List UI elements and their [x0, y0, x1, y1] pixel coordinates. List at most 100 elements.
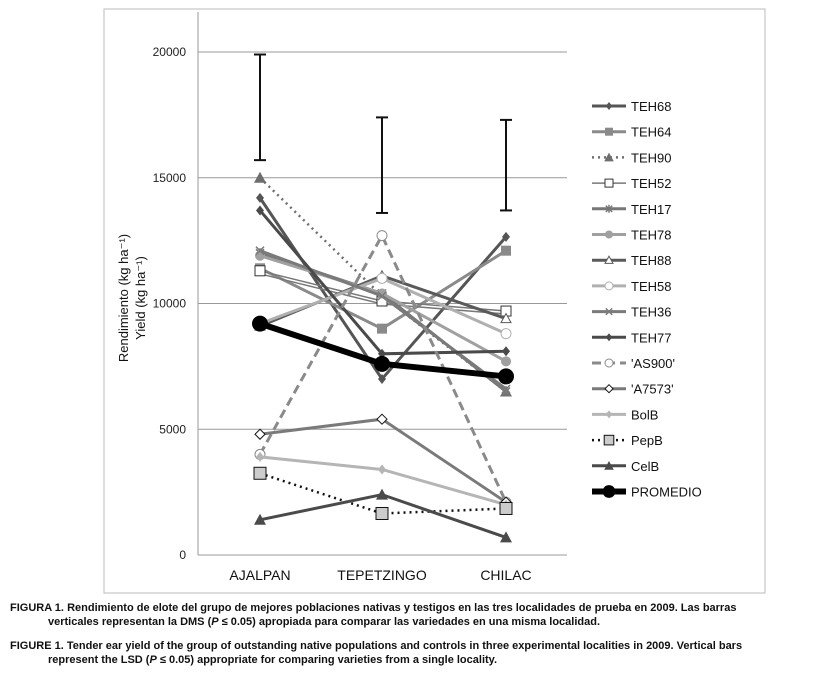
caption-es-text-b: verticales representan la DMS (: [48, 616, 212, 628]
triangle-marker: [254, 513, 266, 525]
legend-item: TEH58: [592, 279, 671, 294]
open-triangle-marker: [500, 312, 512, 324]
open-circle-marker: [376, 230, 388, 242]
legend-item: 'AS900': [592, 356, 675, 371]
caption-en-label: FIGURE 1.: [10, 640, 64, 652]
legend-item: TEH78: [592, 228, 671, 243]
legend-item: TEH36: [592, 305, 671, 320]
x-tick-label: CHILAC: [480, 567, 531, 583]
x-marker: [377, 291, 387, 301]
series-teh36: [255, 246, 511, 394]
caption-en-text-c: ≤ 0.05) appropriate for comparing variet…: [156, 654, 498, 666]
legend-item: PepB: [592, 433, 663, 448]
square-marker: [605, 127, 613, 136]
grey-square-marker: [375, 507, 389, 521]
legend-item: 'A7573': [592, 382, 674, 397]
triangle-marker: [604, 461, 614, 470]
x-marker: [255, 246, 265, 256]
legend-label: TEH58: [631, 279, 671, 294]
legend-label: TEH68: [631, 99, 671, 114]
legend-item: TEH68: [592, 99, 671, 114]
legend-label: TEH78: [631, 228, 671, 243]
open-triangle-marker: [604, 255, 614, 264]
open-circle-marker: [604, 281, 614, 291]
triangle-marker: [254, 171, 266, 183]
x-marker: [501, 384, 511, 394]
legend-label: TEH52: [631, 176, 671, 191]
legend-label: PepB: [631, 433, 663, 448]
legend-item: CelB: [592, 459, 659, 474]
open-square-marker: [254, 265, 266, 277]
diamond-marker: [256, 451, 264, 462]
legend-item: TEH17: [592, 202, 671, 217]
open-diamond-marker: [254, 428, 266, 440]
big-circle-marker: [374, 355, 390, 372]
series-celb: [254, 488, 512, 543]
caption-es: FIGURA 1. Rendimiento de elote del grupo…: [10, 601, 820, 629]
legend-label: 'AS900': [631, 356, 675, 371]
yield-line-chart: 0 5000 10000 15000 20000 AJALPAN TEPETZINGO CHI…: [103, 8, 766, 594]
caption-es-label: FIGURA 1.: [10, 602, 64, 614]
legend-label: TEH88: [631, 253, 671, 268]
square-marker: [501, 245, 511, 256]
series-pepb: [253, 466, 513, 521]
big-circle-marker: [602, 485, 616, 498]
caption-en: FIGURE 1. Tender ear yield of the group …: [10, 639, 820, 667]
triangle-marker: [500, 531, 512, 543]
grey-square-marker: [499, 501, 513, 515]
legend-label: TEH17: [631, 202, 671, 217]
x-tick-label: TEPETZINGO: [337, 567, 427, 583]
diamond-marker: [502, 231, 510, 242]
legend-label: TEH64: [631, 125, 671, 140]
caption-es-text-a: Rendimiento de elote del grupo de mejore…: [67, 602, 737, 614]
caption-es-p: P: [211, 616, 219, 628]
diamond-marker: [502, 346, 510, 357]
x-marker: [605, 307, 613, 316]
legend-item: TEH77: [592, 330, 671, 345]
open-square-marker: [604, 178, 614, 188]
diamond-marker: [605, 333, 613, 342]
diamond-marker: [378, 464, 386, 475]
open-circle-marker: [376, 272, 388, 284]
lsd-bar: [376, 116, 388, 214]
y-axis-label-es: Rendimiento (kg ha⁻¹): [116, 234, 131, 362]
lsd-bar: [254, 53, 266, 162]
legend-label: 'A7573': [631, 382, 674, 397]
open-diamond-marker: [376, 413, 388, 425]
y-axis-label-en: Yield (kg ha⁻¹): [133, 256, 148, 340]
series-teh52: [254, 265, 512, 317]
y-tick-label: 15000: [153, 171, 187, 185]
y-tick-label: 20000: [153, 45, 187, 59]
circle-marker: [501, 356, 511, 367]
open-circle-marker: [604, 358, 614, 368]
legend-label: PROMEDIO: [631, 485, 702, 500]
open-diamond-marker: [604, 383, 614, 394]
y-tick-label: 0: [179, 548, 186, 562]
caption-en-p: P: [149, 654, 157, 666]
caption-en-text-a: Tender ear yield of the group of outstan…: [66, 640, 743, 652]
legend-label: TEH77: [631, 330, 671, 345]
lsd-bar: [500, 118, 512, 212]
series-line: [259, 472, 507, 515]
legend-item: TEH90: [592, 150, 671, 165]
legend: TEH68 TEH64 TEH90 TEH52 TEH17 TEH78 TEH88 TEH58…: [592, 99, 702, 500]
legend-item: TEH88: [592, 253, 671, 268]
legend-item: TEH52: [592, 176, 671, 191]
star-marker: [605, 204, 613, 213]
legend-item: BolB: [592, 407, 658, 422]
legend-label: TEH36: [631, 305, 671, 320]
triangle-marker: [376, 488, 388, 500]
caption-es-text-c: ≤ 0.05) apropiada para comparar las vari…: [218, 616, 601, 628]
y-tick-label: 5000: [159, 422, 186, 436]
diamond-marker: [605, 102, 613, 110]
x-tick-label: AJALPAN: [229, 567, 290, 583]
diamond-marker: [256, 192, 264, 203]
diamond-marker: [605, 410, 613, 419]
legend-label: CelB: [631, 459, 659, 474]
axes: 0 5000 10000 15000 20000 AJALPAN TEPETZINGO CHI…: [153, 12, 567, 583]
series-group: [252, 171, 514, 543]
diamond-marker: [256, 205, 264, 216]
big-circle-marker: [252, 315, 268, 332]
lsd-bars: [254, 53, 512, 214]
series-promedio: [252, 315, 514, 385]
